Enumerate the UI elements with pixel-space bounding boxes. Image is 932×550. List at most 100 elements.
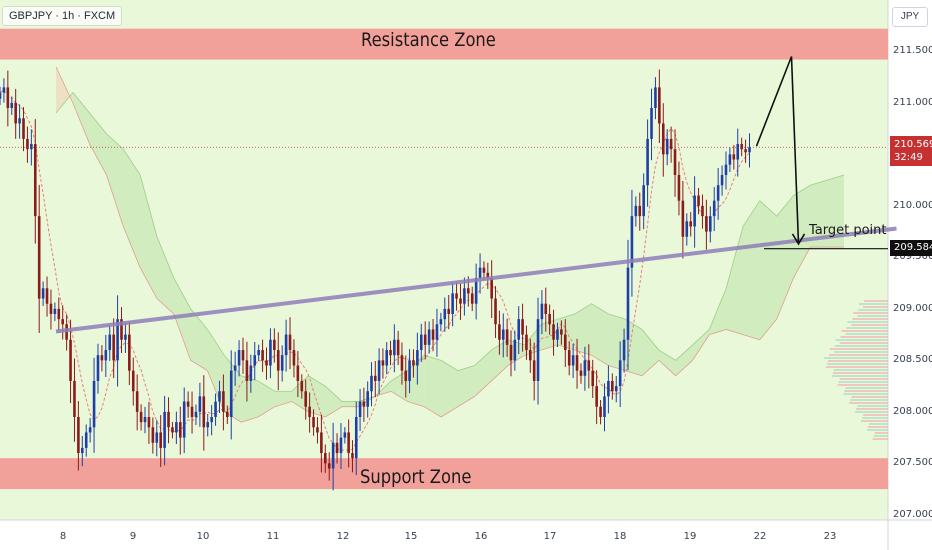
cloud-segment	[241, 375, 258, 423]
volume-profile	[823, 300, 888, 440]
cloud-segment	[407, 355, 425, 407]
candle-body	[681, 200, 685, 237]
cloud-segment	[743, 200, 760, 340]
candle-body	[490, 277, 493, 299]
volume-profile-bar	[837, 384, 888, 386]
cloud-segment	[726, 226, 744, 335]
price-tick-label: 208.000	[893, 405, 932, 417]
candle-body	[501, 329, 505, 340]
volume-profile-bar	[831, 375, 888, 377]
candle-body	[120, 319, 123, 340]
candle-body	[607, 380, 610, 397]
candle-body	[92, 380, 96, 428]
candle-body	[575, 355, 579, 371]
candle-body	[732, 154, 736, 160]
volume-profile-bar	[838, 381, 888, 383]
candle-body	[186, 401, 190, 407]
candle-body	[108, 334, 112, 351]
candle-body	[37, 216, 41, 299]
candle-body	[513, 339, 517, 361]
volume-profile-bar	[846, 327, 888, 329]
candle-body	[689, 221, 693, 227]
candle-body	[30, 144, 33, 150]
cloud-span-a	[55, 91, 845, 402]
candle-body	[218, 391, 221, 402]
candle-body	[45, 288, 49, 304]
candle-body	[540, 303, 544, 320]
candle-body	[190, 406, 194, 417]
volume-profile-bar	[859, 303, 888, 305]
candle-body	[159, 432, 162, 448]
candle-body	[41, 288, 45, 299]
cloud-segment	[56, 66, 73, 114]
candle-body	[300, 380, 304, 392]
volume-profile-bar	[829, 348, 888, 350]
candle-body	[728, 154, 732, 165]
candle-body	[393, 339, 396, 356]
volume-profile-bar	[835, 339, 888, 341]
cloud-segment	[123, 149, 141, 268]
candle-body	[443, 308, 447, 320]
cloud-segment	[675, 344, 693, 376]
candle-body	[451, 293, 454, 314]
cloud-segment	[291, 375, 309, 412]
candle-body	[563, 334, 567, 351]
volume-profile-bar	[847, 321, 888, 323]
candle-body	[467, 288, 470, 294]
candle-body	[18, 118, 21, 124]
candle-body	[611, 380, 614, 392]
candle-body	[245, 360, 249, 381]
candle-body	[697, 195, 700, 206]
volume-profile-bar	[856, 408, 888, 410]
candle-body	[498, 324, 501, 340]
volume-profile-bar	[834, 345, 888, 347]
volume-profile-bar	[839, 342, 888, 344]
cloud-segment	[574, 303, 592, 356]
candle-body	[147, 417, 151, 428]
candle-body	[567, 350, 571, 366]
cloud-segment	[810, 180, 828, 248]
time-tick-label: 11	[266, 531, 280, 542]
candle-body	[312, 417, 315, 428]
candle-body	[155, 432, 159, 443]
target-price-tag: 209.584	[890, 240, 932, 256]
candle-body	[366, 391, 369, 407]
candle-body	[26, 138, 29, 150]
candle-body	[654, 87, 657, 108]
resistance-zone-label: Resistance Zone	[361, 29, 496, 51]
candle-body	[630, 216, 634, 268]
candle-body	[439, 319, 443, 325]
price-tick-label: 209.000	[893, 302, 932, 314]
time-tick-label: 15	[404, 531, 418, 542]
candle-body	[673, 149, 677, 175]
currency-button[interactable]: JPY	[892, 7, 928, 27]
volume-profile-bar	[857, 405, 888, 407]
candle-body	[261, 350, 264, 361]
candle-body	[81, 447, 84, 454]
cloud-segment	[257, 380, 275, 417]
candle-body	[626, 267, 630, 340]
candle-body	[249, 365, 253, 381]
cloud-segment	[709, 288, 727, 335]
candle-body	[77, 417, 80, 454]
candle-body	[284, 334, 288, 356]
candle-body	[73, 380, 76, 417]
candle-body	[214, 401, 217, 417]
price-tick-label: 211.500	[893, 45, 932, 57]
cloud-segment	[106, 133, 124, 227]
candle-body	[273, 339, 276, 351]
volume-profile-bar	[845, 387, 888, 389]
candle-body	[288, 334, 292, 351]
candle-body	[478, 267, 482, 278]
candle-body	[57, 308, 61, 320]
volume-profile-bar	[857, 315, 888, 317]
candle-body	[354, 417, 358, 459]
candle-body	[308, 406, 311, 417]
candle-body	[579, 370, 583, 376]
candle-body	[6, 87, 10, 108]
cloud-span-b	[55, 66, 844, 423]
candle-body	[22, 118, 25, 139]
candle-body	[736, 144, 740, 160]
symbol-badge[interactable]: GBPJPY · 1h · FXCM	[2, 6, 123, 26]
